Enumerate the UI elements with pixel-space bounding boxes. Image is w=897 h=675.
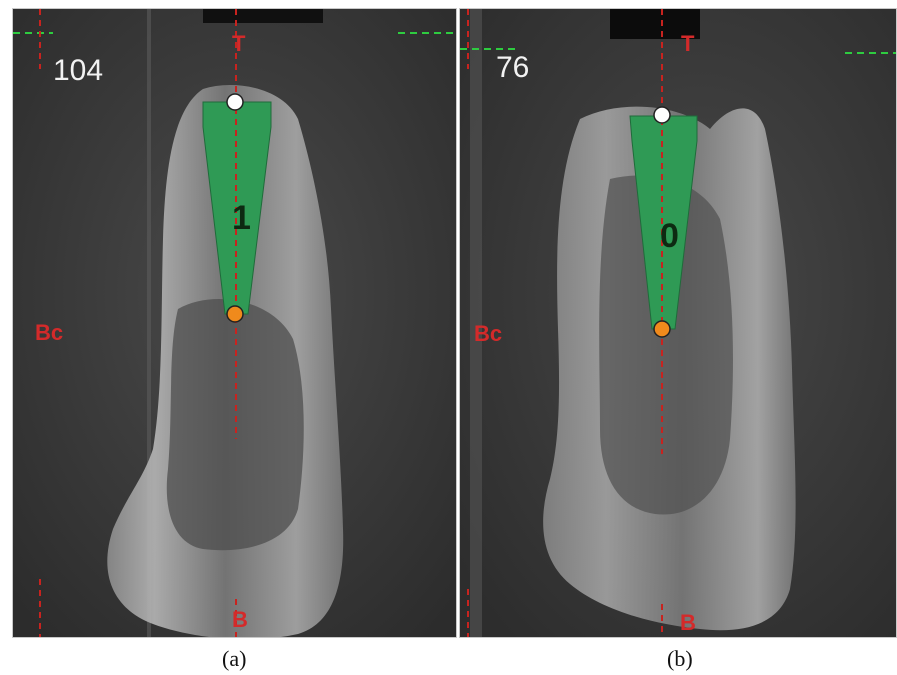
slice-number: 104 — [53, 54, 104, 87]
caption-b: (b) — [667, 646, 693, 671]
slice-number: 76 — [496, 51, 530, 84]
implant-top-marker[interactable] — [226, 93, 244, 111]
implant-apex-marker[interactable] — [653, 320, 671, 338]
implant-apex-marker[interactable] — [226, 305, 244, 323]
caption-a: (a) — [222, 646, 247, 671]
cbct-image-a — [13, 9, 456, 637]
bottom-label: B — [232, 607, 248, 632]
buccal-label: Bc — [474, 321, 503, 346]
implant-top-marker[interactable] — [653, 106, 671, 124]
top-label: T — [681, 31, 695, 56]
implant-shape-b — [629, 115, 698, 330]
buccal-label: Bc — [35, 320, 64, 345]
bottom-label: B — [680, 610, 696, 635]
implant-score: 1 — [232, 199, 251, 237]
cbct-slice-b: 76 T Bc B 0 — [459, 8, 897, 638]
cbct-image-b — [460, 9, 896, 637]
implant-score: 0 — [660, 217, 679, 255]
cbct-slice-a: 104 T Bc B 1 — [12, 8, 457, 638]
top-label: T — [232, 31, 246, 56]
